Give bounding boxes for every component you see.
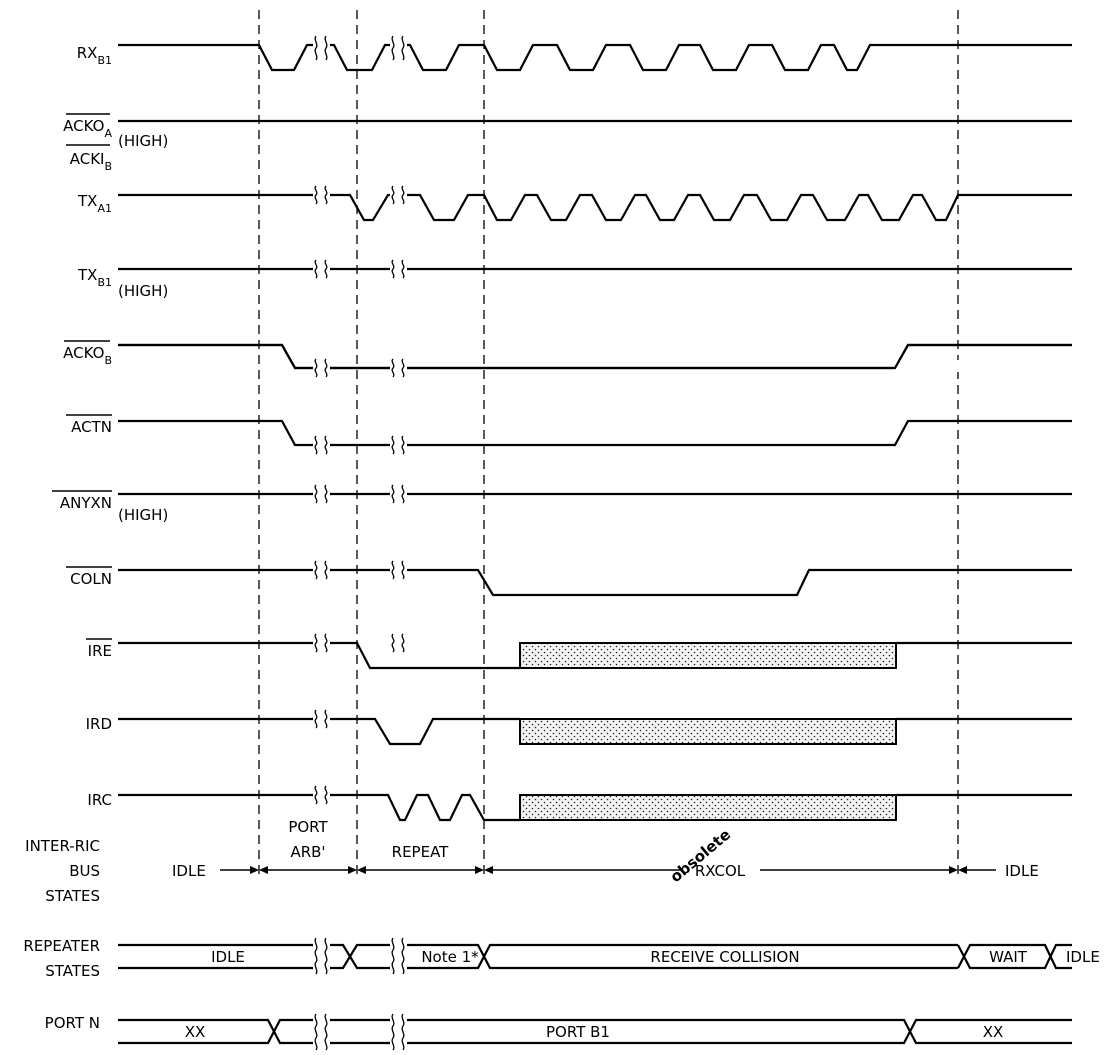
label-acko-b: ACKOB <box>63 344 112 367</box>
break-squiggle <box>324 709 328 729</box>
break-squiggle <box>401 560 405 580</box>
svg-text:INTER-RIC: INTER-RIC <box>25 837 100 855</box>
break-squiggle <box>314 633 318 653</box>
label-actn: ACTN <box>71 418 112 436</box>
port-n-states: PORT N XX PORT B1 XX <box>45 1013 1072 1051</box>
high-note-tx-b1: (HIGH) <box>118 282 168 300</box>
break-squiggle <box>391 259 395 279</box>
break-squiggle <box>401 185 405 205</box>
bus-state-arb: ARB' <box>290 843 325 861</box>
label-ird: IRD <box>86 715 112 733</box>
label-tx-b1: TXB1 <box>77 266 112 289</box>
repeater-states: REPEATER STATES IDLE Note 1* RECEIVE COL… <box>23 937 1099 980</box>
break-squiggle <box>391 484 395 504</box>
label-ire: IRE <box>88 642 112 660</box>
repeater-state-idle-2: IDLE <box>1066 948 1100 966</box>
bus-state-idle-1: IDLE <box>172 862 206 880</box>
break-squiggle <box>314 709 318 729</box>
break-squiggle <box>324 259 328 279</box>
break-squiggle <box>314 435 318 455</box>
label-anyxn: ANYXN <box>60 494 112 512</box>
time-break-marks <box>313 35 407 61</box>
wave-actn <box>118 419 1072 447</box>
break-squiggle <box>324 435 328 455</box>
break-marks-rows <box>313 185 407 805</box>
break-squiggle <box>314 185 318 205</box>
port-state-xx-2: XX <box>983 1023 1004 1041</box>
break-squiggle <box>314 484 318 504</box>
break-squiggle <box>391 185 395 205</box>
ird-undefined-region <box>519 718 897 745</box>
break-squiggle <box>401 484 405 504</box>
break-squiggle <box>324 358 328 378</box>
svg-text:PORT N: PORT N <box>45 1014 100 1032</box>
bus-state-idle-2: IDLE <box>1005 862 1039 880</box>
break-squiggle <box>314 358 318 378</box>
svg-text:STATES: STATES <box>45 962 100 980</box>
break-squiggle <box>314 560 318 580</box>
bus-state-rxcol: RXCOL <box>695 862 746 880</box>
wave-rx-b1 <box>118 43 314 72</box>
label-acko-a: ACKOA <box>63 117 112 140</box>
svg-text:REPEATER: REPEATER <box>23 937 100 955</box>
break-squiggle <box>324 560 328 580</box>
label-acki-b: ACKIB <box>70 150 112 173</box>
wave-ird <box>118 717 520 746</box>
bus-state-repeat: REPEAT <box>392 843 450 861</box>
wave-irc <box>118 793 520 822</box>
svg-text:STATES: STATES <box>45 887 100 905</box>
break-squiggle <box>391 560 395 580</box>
break-squiggle <box>401 358 405 378</box>
break-squiggle <box>401 435 405 455</box>
break-squiggle <box>314 259 318 279</box>
high-note-acki: (HIGH) <box>118 132 168 150</box>
irc-undefined-region <box>519 794 897 821</box>
break-squiggle <box>324 785 328 805</box>
repeater-state-idle-1: IDLE <box>211 948 245 966</box>
inter-ric-bus-states: INTER-RIC BUS STATES IDLE PORT ARB' REPE… <box>25 818 1039 905</box>
label-tx-a1: TXA1 <box>77 192 112 215</box>
bus-state-port: PORT <box>288 818 328 836</box>
ire-undefined-region <box>519 642 897 669</box>
waveforms <box>118 43 1093 822</box>
signal-labels: RXB1 ACKOA ACKIB TXA1 TXB1 ACKOB ACTN AN… <box>52 44 168 809</box>
break-squiggle <box>324 185 328 205</box>
repeater-state-wait: WAIT <box>989 948 1028 966</box>
break-squiggle <box>391 435 395 455</box>
label-irc: IRC <box>87 791 112 809</box>
svg-text:BUS: BUS <box>69 862 100 880</box>
port-state-xx-1: XX <box>185 1023 206 1041</box>
time-markers <box>258 10 959 875</box>
break-squiggle <box>314 785 318 805</box>
repeater-state-note1: Note 1* <box>421 948 479 966</box>
break-squiggle <box>324 484 328 504</box>
wave-ire <box>118 641 520 670</box>
repeater-state-receive-collision: RECEIVE COLLISION <box>650 948 799 966</box>
high-note-anyxn: (HIGH) <box>118 506 168 524</box>
break-squiggle <box>401 259 405 279</box>
break-squiggle <box>391 358 395 378</box>
break-squiggle <box>401 633 405 653</box>
break-squiggle <box>391 633 395 653</box>
label-coln: COLN <box>70 570 112 588</box>
wave-coln <box>118 568 1072 597</box>
label-rx-b1: RXB1 <box>77 44 112 67</box>
break-squiggle <box>324 633 328 653</box>
port-state-port-b1: PORT B1 <box>546 1023 610 1041</box>
